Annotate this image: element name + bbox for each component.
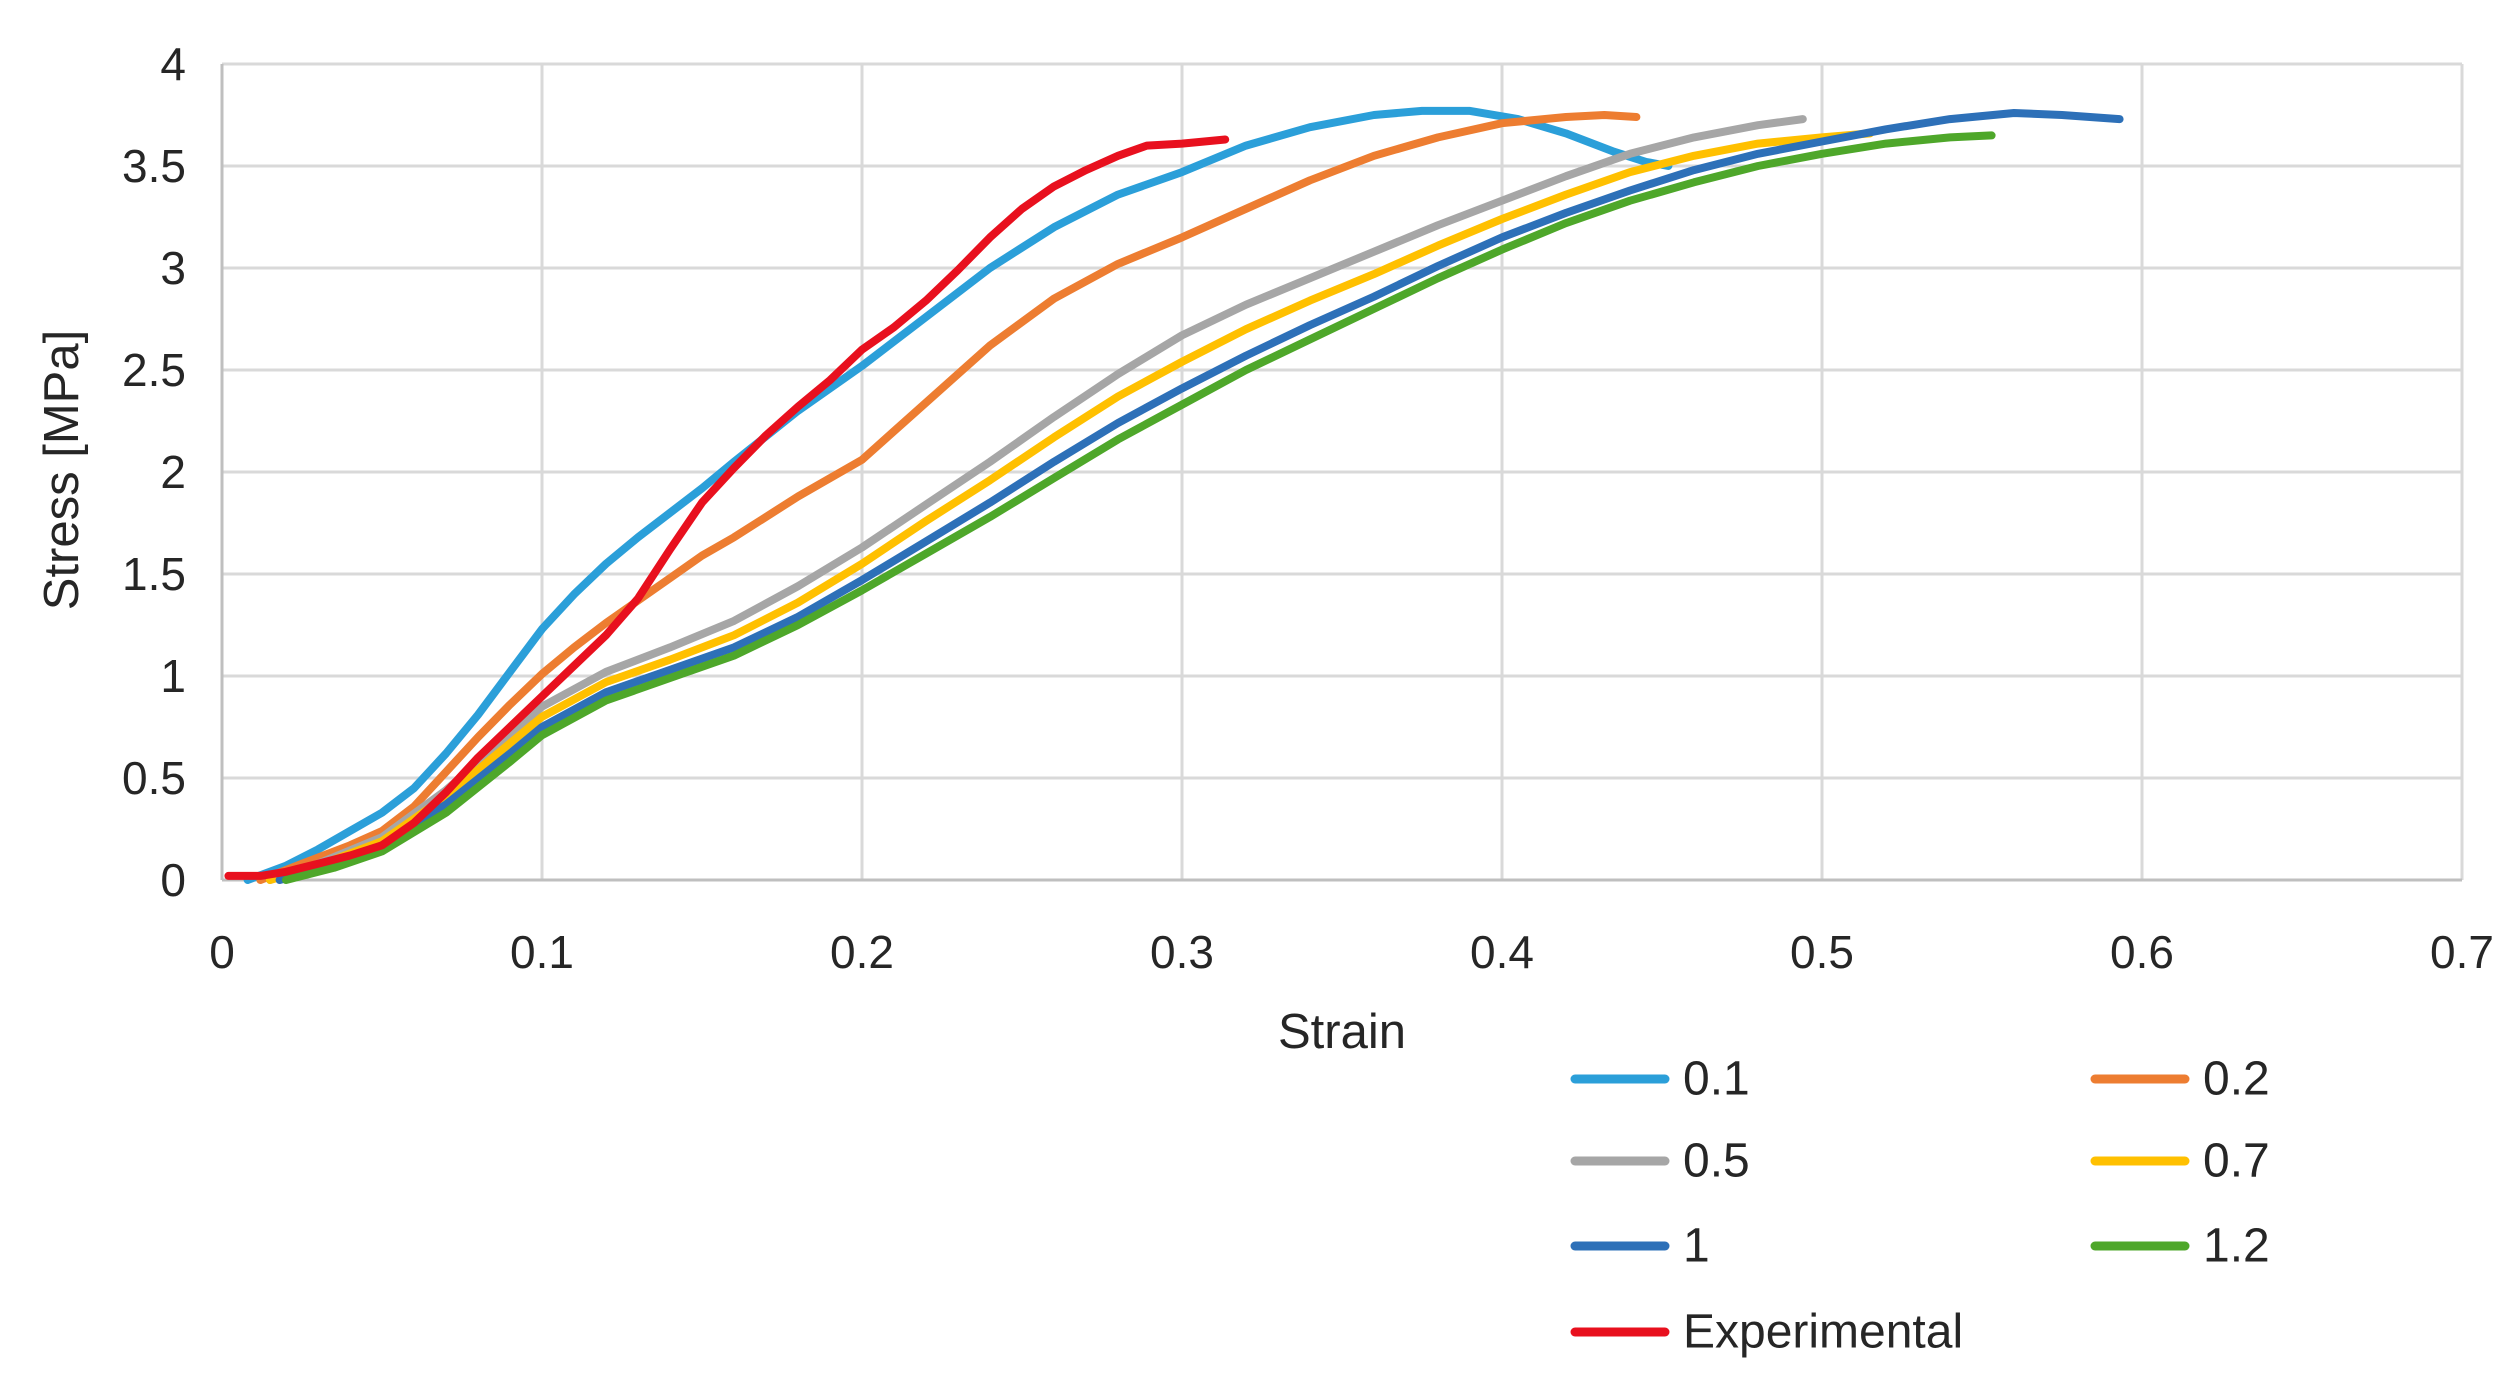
series-line-0.7 xyxy=(266,129,1874,884)
legend-item-0.2: 0.2 xyxy=(2090,1053,2270,1106)
y-tick-label: 2 xyxy=(160,446,186,498)
legend: 0.1 0.2 0.5 0.7 1 1.2 Experimental xyxy=(1570,1053,2270,1359)
x-tick-label: 0.7 xyxy=(2430,926,2494,978)
gridlines xyxy=(220,62,2464,882)
series-line-0.5 xyxy=(266,115,1807,884)
legend-label-0.1: 0.1 xyxy=(1683,1053,1750,1106)
y-tick-label: 0.5 xyxy=(122,752,186,804)
legend-item-0.5: 0.5 xyxy=(1570,1135,1750,1188)
series-lines xyxy=(224,106,2124,884)
legend-label-Experimental: Experimental xyxy=(1683,1306,1963,1359)
legend-label-1: 1 xyxy=(1683,1220,1710,1273)
series-line-0.1 xyxy=(243,106,1673,884)
x-tick-label: 0.1 xyxy=(510,926,574,978)
legend-label-0.2: 0.2 xyxy=(2203,1053,2270,1106)
y-tick-label: 0 xyxy=(160,854,186,906)
series-line-1.2 xyxy=(282,131,1996,884)
legend-item-0.1: 0.1 xyxy=(1570,1053,1750,1106)
y-axis-title: Stress [MPa] xyxy=(35,330,89,610)
x-tick-label: 0.4 xyxy=(1470,926,1534,978)
legend-item-1.2: 1.2 xyxy=(2090,1220,2270,1273)
series-line-Experimental xyxy=(224,135,1230,880)
x-tick-label: 0.6 xyxy=(2110,926,2174,978)
x-tick-label: 0.3 xyxy=(1150,926,1214,978)
series-line-1 xyxy=(275,109,2124,884)
axis-lines xyxy=(220,64,2462,882)
legend-label-1.2: 1.2 xyxy=(2203,1220,2270,1273)
legend-label-0.7: 0.7 xyxy=(2203,1135,2270,1188)
y-tick-label: 1 xyxy=(160,650,186,702)
y-tick-label: 1.5 xyxy=(122,548,186,600)
y-tick-label: 2.5 xyxy=(122,344,186,396)
x-axis-title: Strain xyxy=(1278,1005,1406,1059)
x-tick-label: 0.2 xyxy=(830,926,894,978)
y-tick-label: 3 xyxy=(160,242,186,294)
y-axis-tick-labels: 0 0.5 1 1.5 2 2.5 3 3.5 4 xyxy=(122,38,186,906)
legend-item-Experimental: Experimental xyxy=(1570,1306,1963,1359)
legend-label-0.5: 0.5 xyxy=(1683,1135,1750,1188)
y-tick-label: 4 xyxy=(160,38,186,90)
x-axis-tick-labels: 0 0.1 0.2 0.3 0.4 0.5 0.6 0.7 xyxy=(209,926,2494,978)
y-tick-label: 3.5 xyxy=(122,140,186,192)
x-tick-label: 0 xyxy=(209,926,235,978)
legend-item-0.7: 0.7 xyxy=(2090,1135,2270,1188)
legend-item-1: 1 xyxy=(1570,1220,1710,1273)
x-tick-label: 0.5 xyxy=(1790,926,1854,978)
series-line-0.2 xyxy=(256,111,1641,884)
